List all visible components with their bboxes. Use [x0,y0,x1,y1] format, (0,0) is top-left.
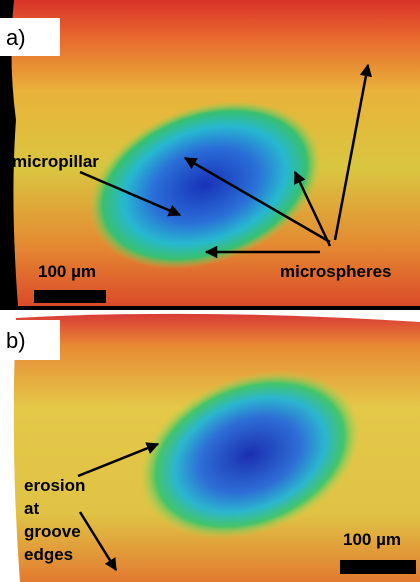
scale-label: 100 µm [343,530,401,549]
panel-label: b) [6,328,26,353]
annotation: edges [24,545,73,564]
scale-bar [340,560,416,574]
annotation: groove [24,522,81,541]
annotation: microspheres [280,262,392,281]
scale-bar [34,290,106,303]
annotation: micropillar [12,152,99,171]
panel-a: a) micropillar microspheres 100 µm [0,0,420,310]
annotation: erosion [24,476,85,495]
panel-label: a) [6,25,26,50]
figure: a) micropillar microspheres 100 µm b) er… [0,0,420,582]
panel-b: b) erosion at groove edges 100 µm [0,314,420,582]
annotation: at [24,499,39,518]
scale-label: 100 µm [38,262,96,281]
